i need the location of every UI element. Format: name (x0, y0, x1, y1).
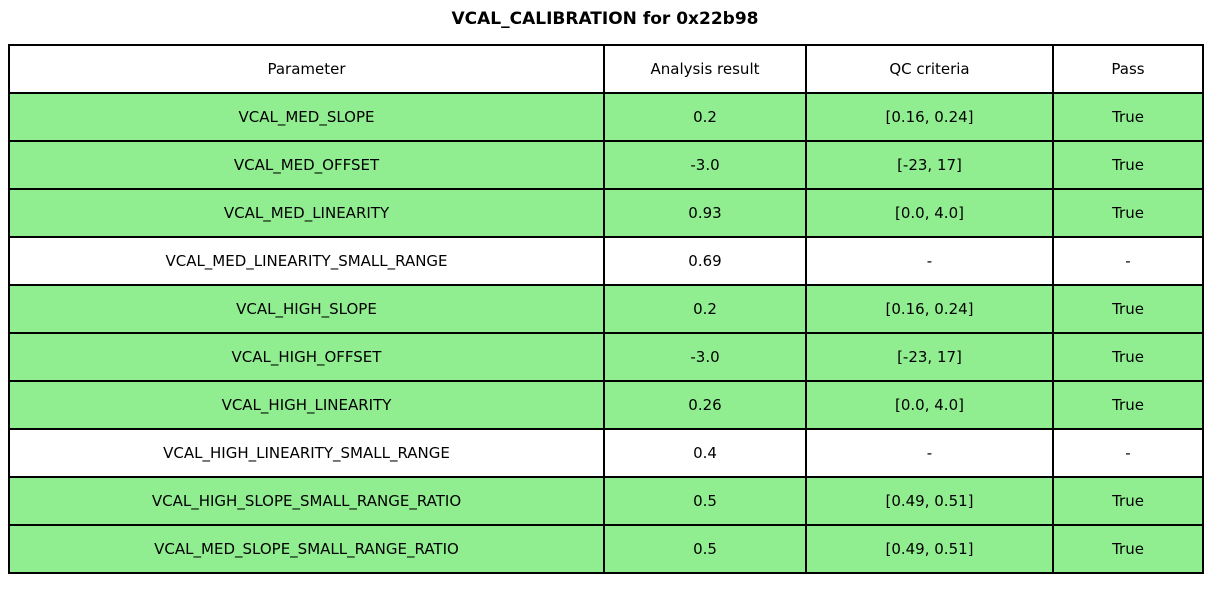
cell-parameter: VCAL_HIGH_OFFSET (8, 332, 605, 382)
cell-qc-criteria: - (805, 428, 1054, 478)
cell-pass: - (1052, 236, 1204, 286)
chart-title: VCAL_CALIBRATION for 0x22b98 (451, 9, 759, 29)
cell-parameter: VCAL_MED_LINEARITY (8, 188, 605, 238)
cell-qc-criteria: [0.0, 4.0] (805, 188, 1054, 238)
cell-analysis-result: 0.26 (603, 380, 807, 430)
cell-analysis-result: 0.4 (603, 428, 807, 478)
cell-qc-criteria: [0.16, 0.24] (805, 284, 1054, 334)
table-row: VCAL_MED_LINEARITY 0.93 [0.0, 4.0] True (8, 188, 1204, 238)
cell-pass: True (1052, 524, 1204, 574)
table-row: VCAL_MED_SLOPE 0.2 [0.16, 0.24] True (8, 92, 1204, 142)
cell-parameter: VCAL_MED_LINEARITY_SMALL_RANGE (8, 236, 605, 286)
cell-analysis-result: 0.69 (603, 236, 807, 286)
cell-analysis-result: 0.2 (603, 92, 807, 142)
qc-criteria-table: Parameter Analysis result QC criteria Pass … (8, 44, 1204, 574)
cell-analysis-result: 0.93 (603, 188, 807, 238)
column-header-pass: Pass (1052, 44, 1204, 94)
column-header-analysis-result: Analysis result (603, 44, 807, 94)
cell-analysis-result: 0.5 (603, 524, 807, 574)
cell-qc-criteria: [-23, 17] (805, 140, 1054, 190)
table-row: VCAL_MED_OFFSET -3.0 [-23, 17] True (8, 140, 1204, 190)
table-row: VCAL_MED_SLOPE_SMALL_RANGE_RATIO 0.5 [0.49… (8, 524, 1204, 574)
table-row: VCAL_HIGH_SLOPE 0.2 [0.16, 0.24] True (8, 284, 1204, 334)
cell-parameter: VCAL_HIGH_LINEARITY (8, 380, 605, 430)
table-row: VCAL_HIGH_LINEARITY 0.26 [0.0, 4.0] True (8, 380, 1204, 430)
cell-pass: True (1052, 188, 1204, 238)
cell-parameter: VCAL_HIGH_LINEARITY_SMALL_RANGE (8, 428, 605, 478)
cell-parameter: VCAL_MED_SLOPE (8, 92, 605, 142)
column-header-parameter: Parameter (8, 44, 605, 94)
column-header-qc-criteria: QC criteria (805, 44, 1054, 94)
cell-parameter: VCAL_MED_SLOPE_SMALL_RANGE_RATIO (8, 524, 605, 574)
cell-qc-criteria: [0.16, 0.24] (805, 92, 1054, 142)
table-row: VCAL_MED_LINEARITY_SMALL_RANGE 0.69- - (8, 236, 1204, 286)
cell-qc-criteria: [-23, 17] (805, 332, 1054, 382)
table-row: VCAL_HIGH_LINEARITY_SMALL_RANGE 0.4- - (8, 428, 1204, 478)
cell-qc-criteria: [0.49, 0.51] (805, 524, 1054, 574)
table-body: VCAL_MED_SLOPE 0.2 [0.16, 0.24] True VCAL_ME… (8, 92, 1204, 574)
cell-analysis-result: -3.0 (603, 140, 807, 190)
cell-pass: True (1052, 140, 1204, 190)
cell-pass: True (1052, 332, 1204, 382)
cell-analysis-result: 0.2 (603, 284, 807, 334)
cell-pass: - (1052, 428, 1204, 478)
cell-qc-criteria: [0.49, 0.51] (805, 476, 1054, 526)
cell-analysis-result: -3.0 (603, 332, 807, 382)
cell-analysis-result: 0.5 (603, 476, 807, 526)
cell-pass: True (1052, 380, 1204, 430)
table-header-row: Parameter Analysis result QC criteria Pass (8, 44, 1204, 94)
table-row: VCAL_HIGH_OFFSET -3.0 [-23, 17] True (8, 332, 1204, 382)
cell-pass: True (1052, 92, 1204, 142)
cell-pass: True (1052, 476, 1204, 526)
cell-parameter: VCAL_MED_OFFSET (8, 140, 605, 190)
cell-qc-criteria: [0.0, 4.0] (805, 380, 1054, 430)
cell-parameter: VCAL_HIGH_SLOPE (8, 284, 605, 334)
cell-parameter: VCAL_HIGH_SLOPE_SMALL_RANGE_RATIO (8, 476, 605, 526)
cell-qc-criteria: - (805, 236, 1054, 286)
cell-pass: True (1052, 284, 1204, 334)
table-row: VCAL_HIGH_SLOPE_SMALL_RANGE_RATIO 0.5 [0.4… (8, 476, 1204, 526)
